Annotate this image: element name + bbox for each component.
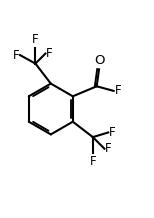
Text: F: F: [109, 126, 116, 139]
Text: F: F: [115, 84, 122, 97]
Text: F: F: [46, 47, 53, 60]
Text: F: F: [32, 33, 39, 46]
Text: F: F: [105, 142, 112, 155]
Text: F: F: [13, 49, 19, 62]
Text: O: O: [94, 54, 104, 66]
Text: F: F: [89, 155, 96, 167]
